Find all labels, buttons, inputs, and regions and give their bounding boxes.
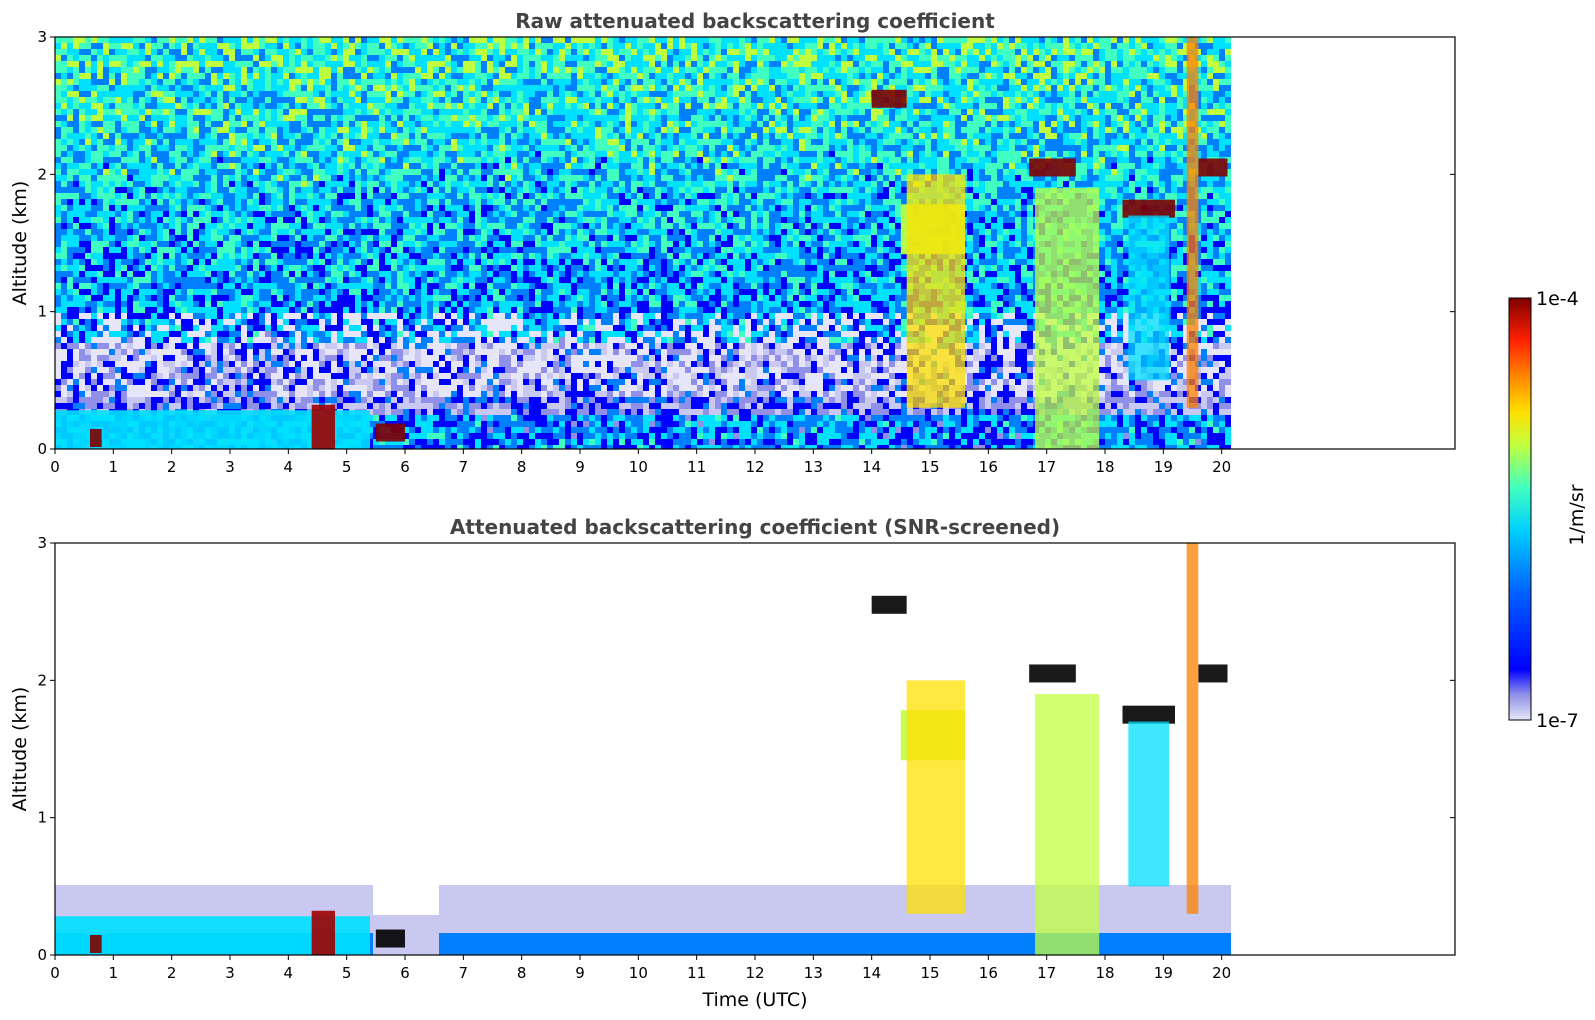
y-tick-label: 1 xyxy=(37,809,47,827)
x-tick-label: 5 xyxy=(342,458,352,476)
x-tick-label: 8 xyxy=(517,458,527,476)
x-tick-label: 1 xyxy=(109,458,119,476)
heatmap-screened xyxy=(55,543,1231,955)
x-tick-label: 7 xyxy=(459,458,469,476)
xlabel-time: Time (UTC) xyxy=(701,989,807,1011)
colorbar: 1e-4 1e-7 1/m/sr xyxy=(1508,288,1588,732)
x-tick-label: 16 xyxy=(979,964,998,982)
x-tick-label: 11 xyxy=(687,458,706,476)
heatmap-raw xyxy=(55,37,1231,449)
x-tick-label: 12 xyxy=(745,964,764,982)
y-tick-label: 0 xyxy=(37,946,47,964)
x-tick-label: 16 xyxy=(979,458,998,476)
ylabel-raw: Altitude (km) xyxy=(9,181,31,306)
x-tick-label: 14 xyxy=(862,458,881,476)
x-tick-label: 1 xyxy=(109,964,119,982)
x-tick-label: 20 xyxy=(1212,458,1231,476)
x-tick-label: 8 xyxy=(517,964,527,982)
x-tick-label: 10 xyxy=(629,458,648,476)
y-tick-label: 3 xyxy=(37,28,47,46)
x-tick-label: 14 xyxy=(862,964,881,982)
x-tick-label: 6 xyxy=(400,458,410,476)
x-tick-label: 4 xyxy=(284,964,294,982)
x-tick-label: 10 xyxy=(629,964,648,982)
x-tick-label: 20 xyxy=(1212,964,1231,982)
x-tick-label: 12 xyxy=(745,458,764,476)
x-tick-label: 7 xyxy=(459,964,469,982)
x-tick-label: 6 xyxy=(400,964,410,982)
panel-raw-title: Raw attenuated backscattering coefficien… xyxy=(515,9,995,33)
x-tick-label: 0 xyxy=(50,458,60,476)
y-tick-label: 1 xyxy=(37,303,47,321)
y-tick-label: 2 xyxy=(37,671,47,689)
y-tick-label: 2 xyxy=(37,165,47,183)
x-tick-label: 13 xyxy=(804,458,823,476)
colorbar-gradient xyxy=(1508,297,1532,721)
x-tick-label: 0 xyxy=(50,964,60,982)
x-tick-label: 17 xyxy=(1037,458,1056,476)
ylabel-screened: Altitude (km) xyxy=(9,687,31,812)
x-tick-label: 13 xyxy=(804,964,823,982)
x-tick-label: 2 xyxy=(167,458,177,476)
x-tick-label: 9 xyxy=(575,458,585,476)
x-tick-label: 19 xyxy=(1154,458,1173,476)
y-tick-label: 3 xyxy=(37,534,47,552)
y-tick-label: 0 xyxy=(37,440,47,458)
x-tick-label: 3 xyxy=(225,458,235,476)
x-tick-label: 18 xyxy=(1095,458,1114,476)
x-tick-label: 3 xyxy=(225,964,235,982)
panel-screened-title: Attenuated backscattering coefficient (S… xyxy=(450,515,1060,539)
colorbar-min-label: 1e-7 xyxy=(1536,710,1579,732)
x-tick-label: 15 xyxy=(920,458,939,476)
x-tick-label: 19 xyxy=(1154,964,1173,982)
colorbar-max-label: 1e-4 xyxy=(1536,288,1579,310)
x-tick-label: 2 xyxy=(167,964,177,982)
colorbar-units-label: 1/m/sr xyxy=(1566,484,1588,545)
x-tick-label: 15 xyxy=(920,964,939,982)
panel-raw: Raw attenuated backscattering coefficien… xyxy=(9,9,1456,476)
x-tick-label: 5 xyxy=(342,964,352,982)
x-tick-label: 11 xyxy=(687,964,706,982)
x-tick-label: 17 xyxy=(1037,964,1056,982)
x-tick-label: 18 xyxy=(1095,964,1114,982)
x-tick-label: 4 xyxy=(284,458,294,476)
x-tick-label: 9 xyxy=(575,964,585,982)
panel-screened: Attenuated backscattering coefficient (S… xyxy=(9,515,1456,1011)
